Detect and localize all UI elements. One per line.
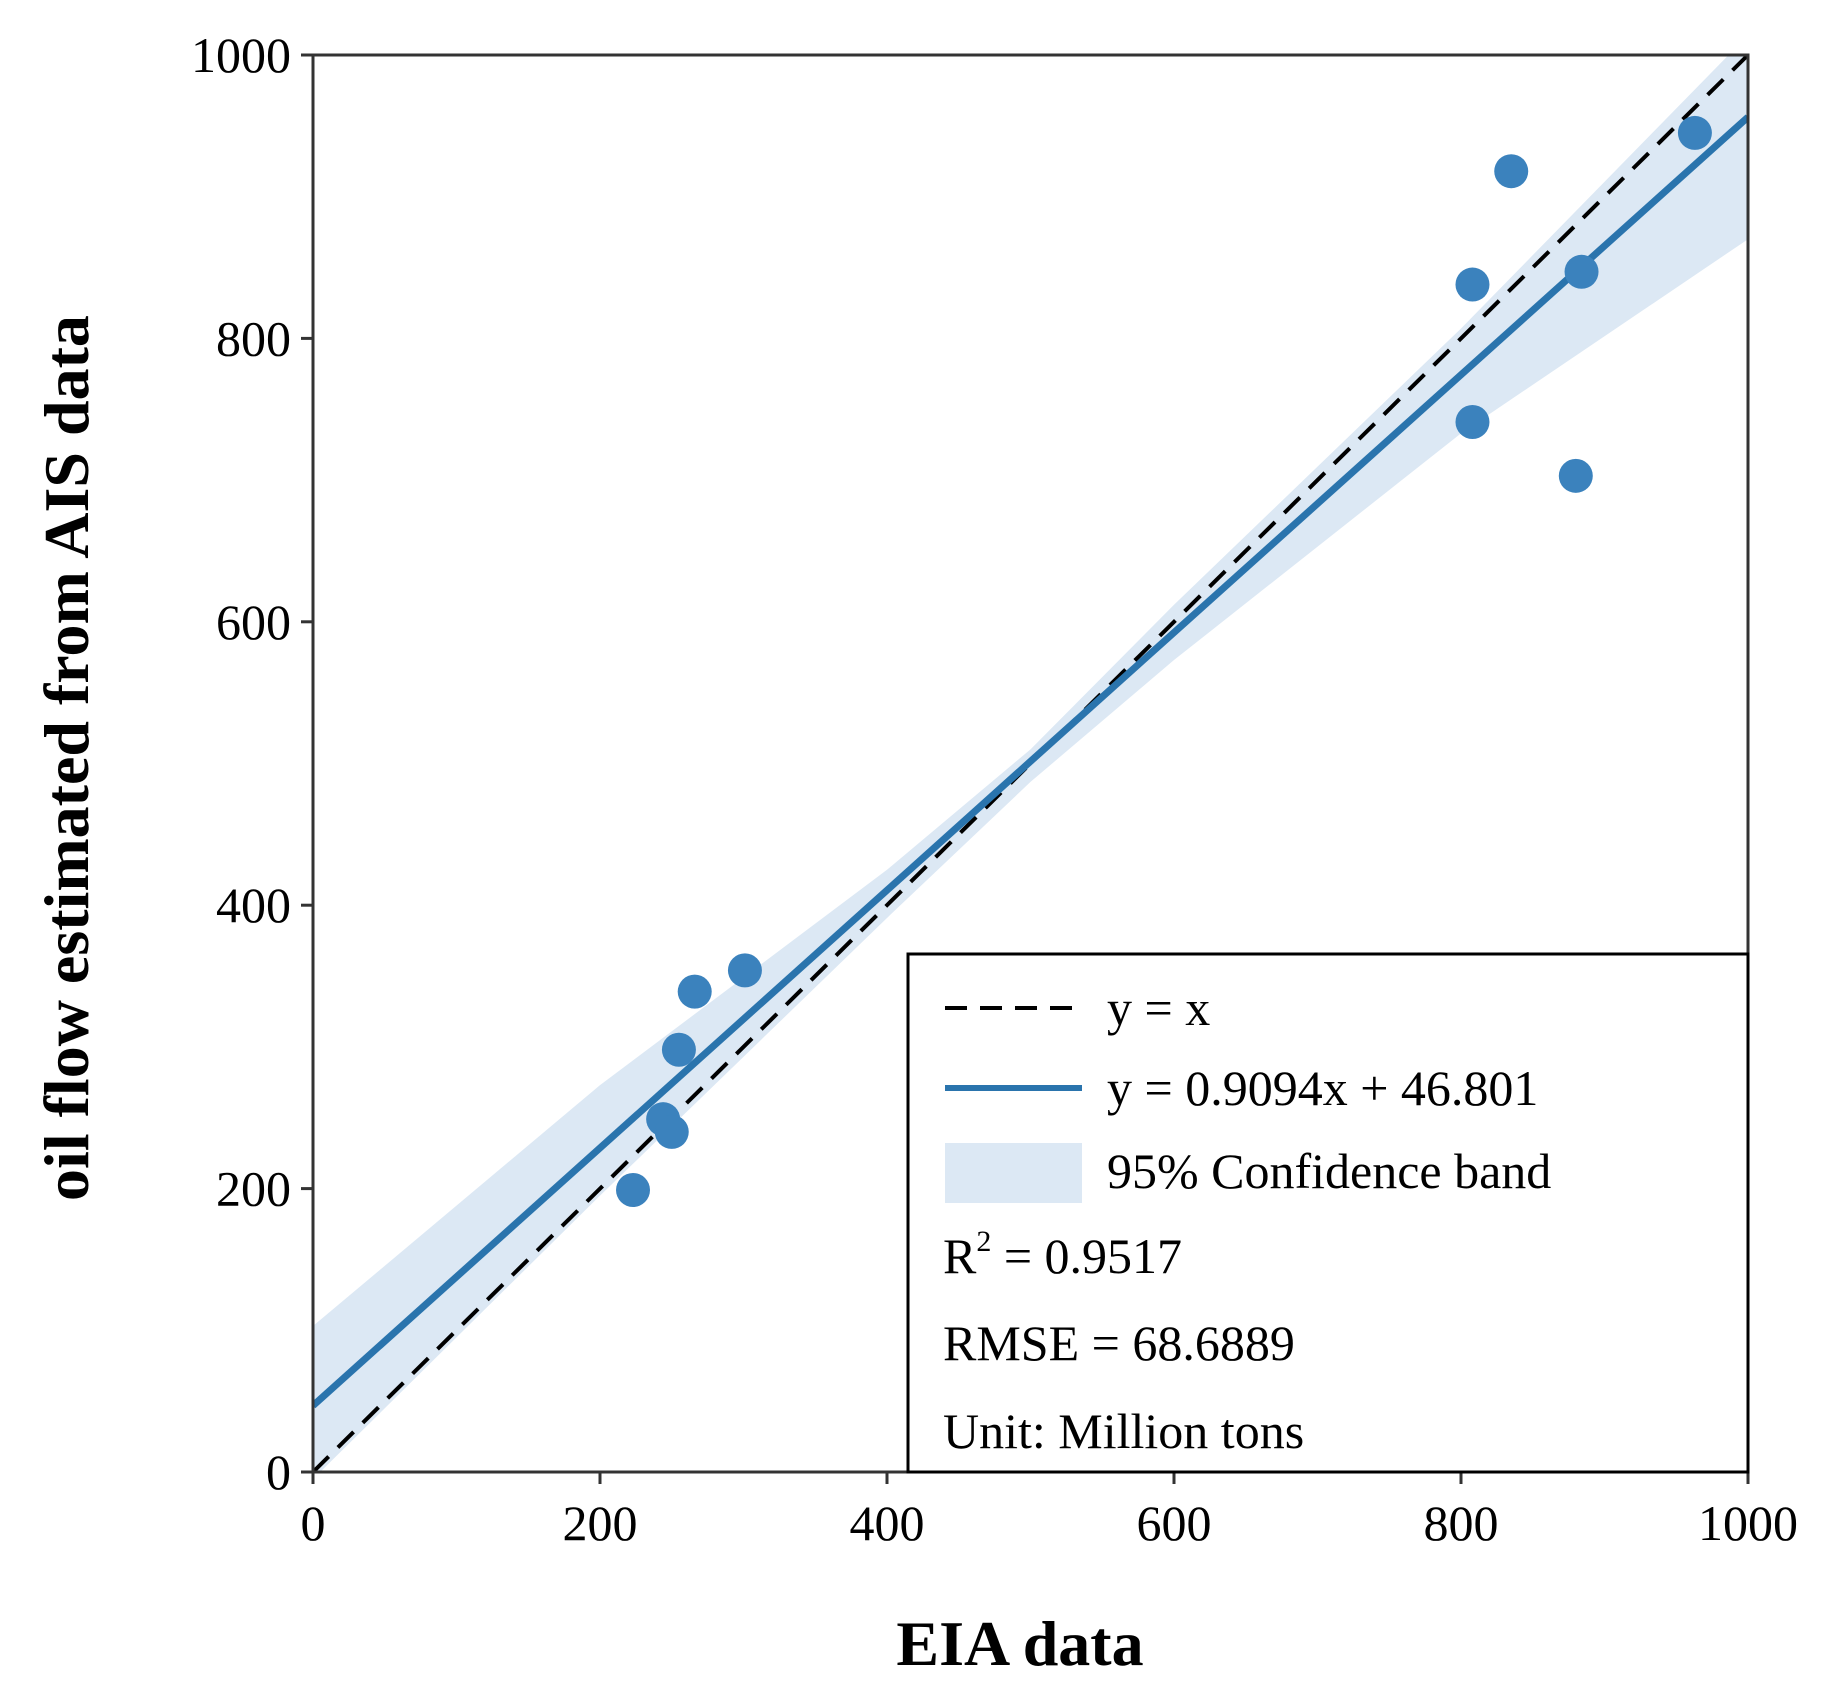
legend-band-swatch xyxy=(945,1143,1082,1203)
legend: y = x y = 0.9094x + 46.801 95% Confidenc… xyxy=(906,952,1750,1474)
legend-box xyxy=(906,952,1750,1474)
data-point-5 xyxy=(677,974,712,1009)
y-tick-label: 200 xyxy=(216,1161,291,1217)
data-point-6 xyxy=(727,953,762,988)
y-tick-label: 0 xyxy=(266,1444,291,1500)
legend-r2: R2 = 0.9517 xyxy=(943,1225,1182,1284)
x-axis-title: EIA data xyxy=(896,1608,1143,1679)
y-tick-label: 600 xyxy=(216,594,291,650)
data-points xyxy=(616,115,1712,1208)
x-tick-label: 200 xyxy=(563,1495,638,1551)
r2-superscript: 2 xyxy=(976,1225,991,1258)
regression-line xyxy=(313,114,1748,1409)
identity-line xyxy=(313,55,1748,1472)
x-tick-label: 400 xyxy=(850,1495,925,1551)
y-tick-label: 1000 xyxy=(191,27,291,83)
data-point-11 xyxy=(1564,254,1599,289)
legend-band-label: 95% Confidence band xyxy=(1107,1143,1551,1199)
x-tick-label: 0 xyxy=(301,1495,326,1551)
data-point-1 xyxy=(616,1173,651,1208)
data-point-8 xyxy=(1455,405,1490,440)
legend-unit: Unit: Million tons xyxy=(943,1403,1304,1459)
data-point-10 xyxy=(1558,458,1593,493)
legend-rmse: RMSE = 68.6889 xyxy=(943,1315,1295,1371)
data-point-7 xyxy=(1455,267,1490,302)
x-tick-label: 1000 xyxy=(1698,1495,1798,1551)
x-tick-label: 600 xyxy=(1137,1495,1212,1551)
y-axis-ticks: 0 200 400 600 800 1000 xyxy=(191,27,313,1500)
data-point-12 xyxy=(1677,115,1712,150)
data-point-9 xyxy=(1494,154,1529,189)
data-point-4 xyxy=(661,1032,696,1067)
x-tick-label: 800 xyxy=(1424,1495,1499,1551)
r2-prefix: R xyxy=(943,1228,977,1284)
legend-fit-label: y = 0.9094x + 46.801 xyxy=(1107,1060,1538,1116)
y-tick-label: 800 xyxy=(216,310,291,366)
y-axis-title: oil flow estimated from AIS data xyxy=(31,315,102,1201)
data-point-3 xyxy=(654,1114,689,1149)
r2-value: = 0.9517 xyxy=(991,1228,1182,1284)
x-axis-ticks: 0 200 400 600 800 1000 xyxy=(301,1472,1798,1551)
legend-identity-label: y = x xyxy=(1107,980,1210,1036)
y-tick-label: 400 xyxy=(216,877,291,933)
